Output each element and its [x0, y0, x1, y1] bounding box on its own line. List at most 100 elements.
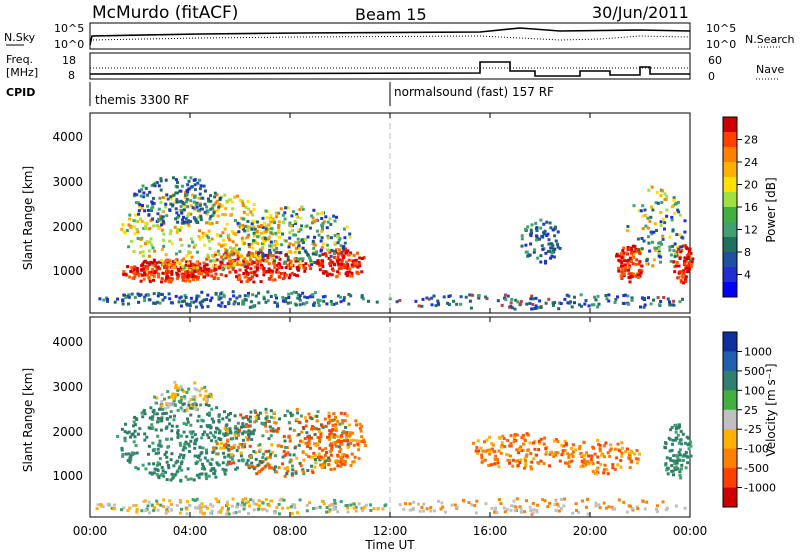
power-echo [657, 303, 661, 307]
velocity-echo [579, 465, 583, 469]
power-echo [241, 239, 244, 243]
velocity-echo [163, 397, 166, 401]
velocity-echo [467, 501, 471, 505]
power-echo [294, 233, 297, 237]
velocity-echo [191, 402, 195, 406]
power-echo [152, 274, 156, 278]
power-echo [328, 217, 332, 221]
velocity-echo [217, 510, 221, 514]
power-echo [137, 212, 141, 216]
power-echo [644, 224, 648, 228]
velocity-echo [533, 439, 537, 443]
power-echo [260, 242, 264, 246]
power-echo [336, 255, 340, 259]
power-echo [265, 216, 269, 220]
power-echo [262, 240, 266, 244]
velocity-echo [327, 411, 331, 415]
velocity-echo [305, 419, 309, 423]
velocity-colorbar [722, 331, 738, 508]
velocity-echo [208, 393, 212, 397]
power-echo [186, 278, 190, 282]
velocity-echo [580, 499, 584, 503]
power-echo [246, 235, 250, 239]
velocity-echo [247, 500, 250, 504]
velocity-echo [216, 427, 220, 431]
velocity-echo [131, 452, 135, 456]
velocity-echo [613, 447, 617, 451]
velocity-echo [542, 442, 546, 446]
power-echo [219, 296, 223, 300]
power-echo [250, 227, 254, 231]
power-echo [243, 275, 247, 279]
velocity-echo [677, 441, 681, 445]
power-echo [195, 296, 199, 300]
power-echo [504, 298, 508, 302]
power-echo [350, 271, 354, 275]
power-echo [121, 302, 125, 306]
velocity-echo [301, 470, 305, 474]
velocity-echo [351, 460, 355, 464]
power-echo [201, 207, 204, 211]
power-echo [288, 231, 292, 235]
power-echo [162, 232, 166, 236]
velocity-echo [135, 510, 139, 514]
power-echo [680, 274, 684, 278]
power-echo [186, 190, 190, 194]
power-echo [231, 290, 235, 294]
colorbar-tick-label: 500 [744, 365, 765, 378]
power-echo [650, 185, 654, 189]
power-echo [187, 179, 191, 183]
power-echo [229, 264, 233, 268]
velocity-echo [172, 464, 176, 468]
velocity-echo [307, 442, 311, 446]
velocity-echo [179, 478, 183, 482]
velocity-echo [166, 509, 170, 513]
velocity-echo [182, 409, 186, 413]
velocity-echo [272, 411, 276, 415]
velocity-echo [143, 412, 147, 416]
velocity-echo [300, 440, 304, 444]
power-echo [204, 263, 208, 267]
power-echo [292, 290, 296, 294]
power-echo [186, 303, 190, 307]
power-echo [687, 267, 691, 271]
power-echo [246, 225, 249, 229]
power-echo [274, 255, 278, 259]
velocity-echo [237, 430, 241, 434]
time-tick-label: 16:00 [473, 524, 508, 538]
power-echo [240, 199, 244, 203]
power-echo [246, 265, 250, 269]
power-echo [311, 295, 315, 299]
velocity-echo [213, 435, 217, 439]
power-echo [542, 222, 546, 226]
colorbar-tick-label: 16 [744, 201, 758, 214]
power-echo [155, 181, 159, 185]
power-echo [553, 234, 557, 238]
velocity-echo [560, 453, 564, 457]
velocity-echo [679, 429, 683, 433]
power-echo [639, 209, 643, 213]
power-echo [639, 305, 642, 309]
power-echo [539, 226, 543, 230]
power-echo [329, 263, 333, 267]
power-echo [148, 240, 152, 244]
power-echo [159, 214, 162, 218]
power-echo [163, 279, 167, 283]
velocity-echo [343, 463, 347, 467]
power-echo [262, 266, 266, 270]
power-echo [192, 268, 196, 272]
power-echo [520, 234, 524, 238]
velocity-echo [306, 441, 310, 445]
power-echo [246, 200, 250, 204]
velocity-echo [363, 440, 366, 444]
power-echo [228, 260, 232, 264]
velocity-echo [140, 509, 144, 513]
power-echo [161, 219, 165, 223]
power-echo [139, 194, 143, 198]
velocity-echo [330, 445, 334, 448]
velocity-echo [224, 445, 228, 449]
velocity-echo [134, 417, 138, 421]
power-echo [189, 204, 193, 208]
power-echo [261, 252, 265, 256]
velocity-echo [678, 438, 682, 442]
